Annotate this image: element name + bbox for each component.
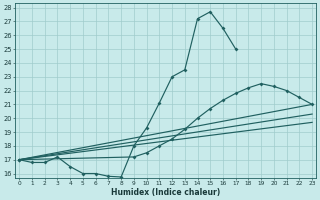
X-axis label: Humidex (Indice chaleur): Humidex (Indice chaleur) [111,188,220,197]
